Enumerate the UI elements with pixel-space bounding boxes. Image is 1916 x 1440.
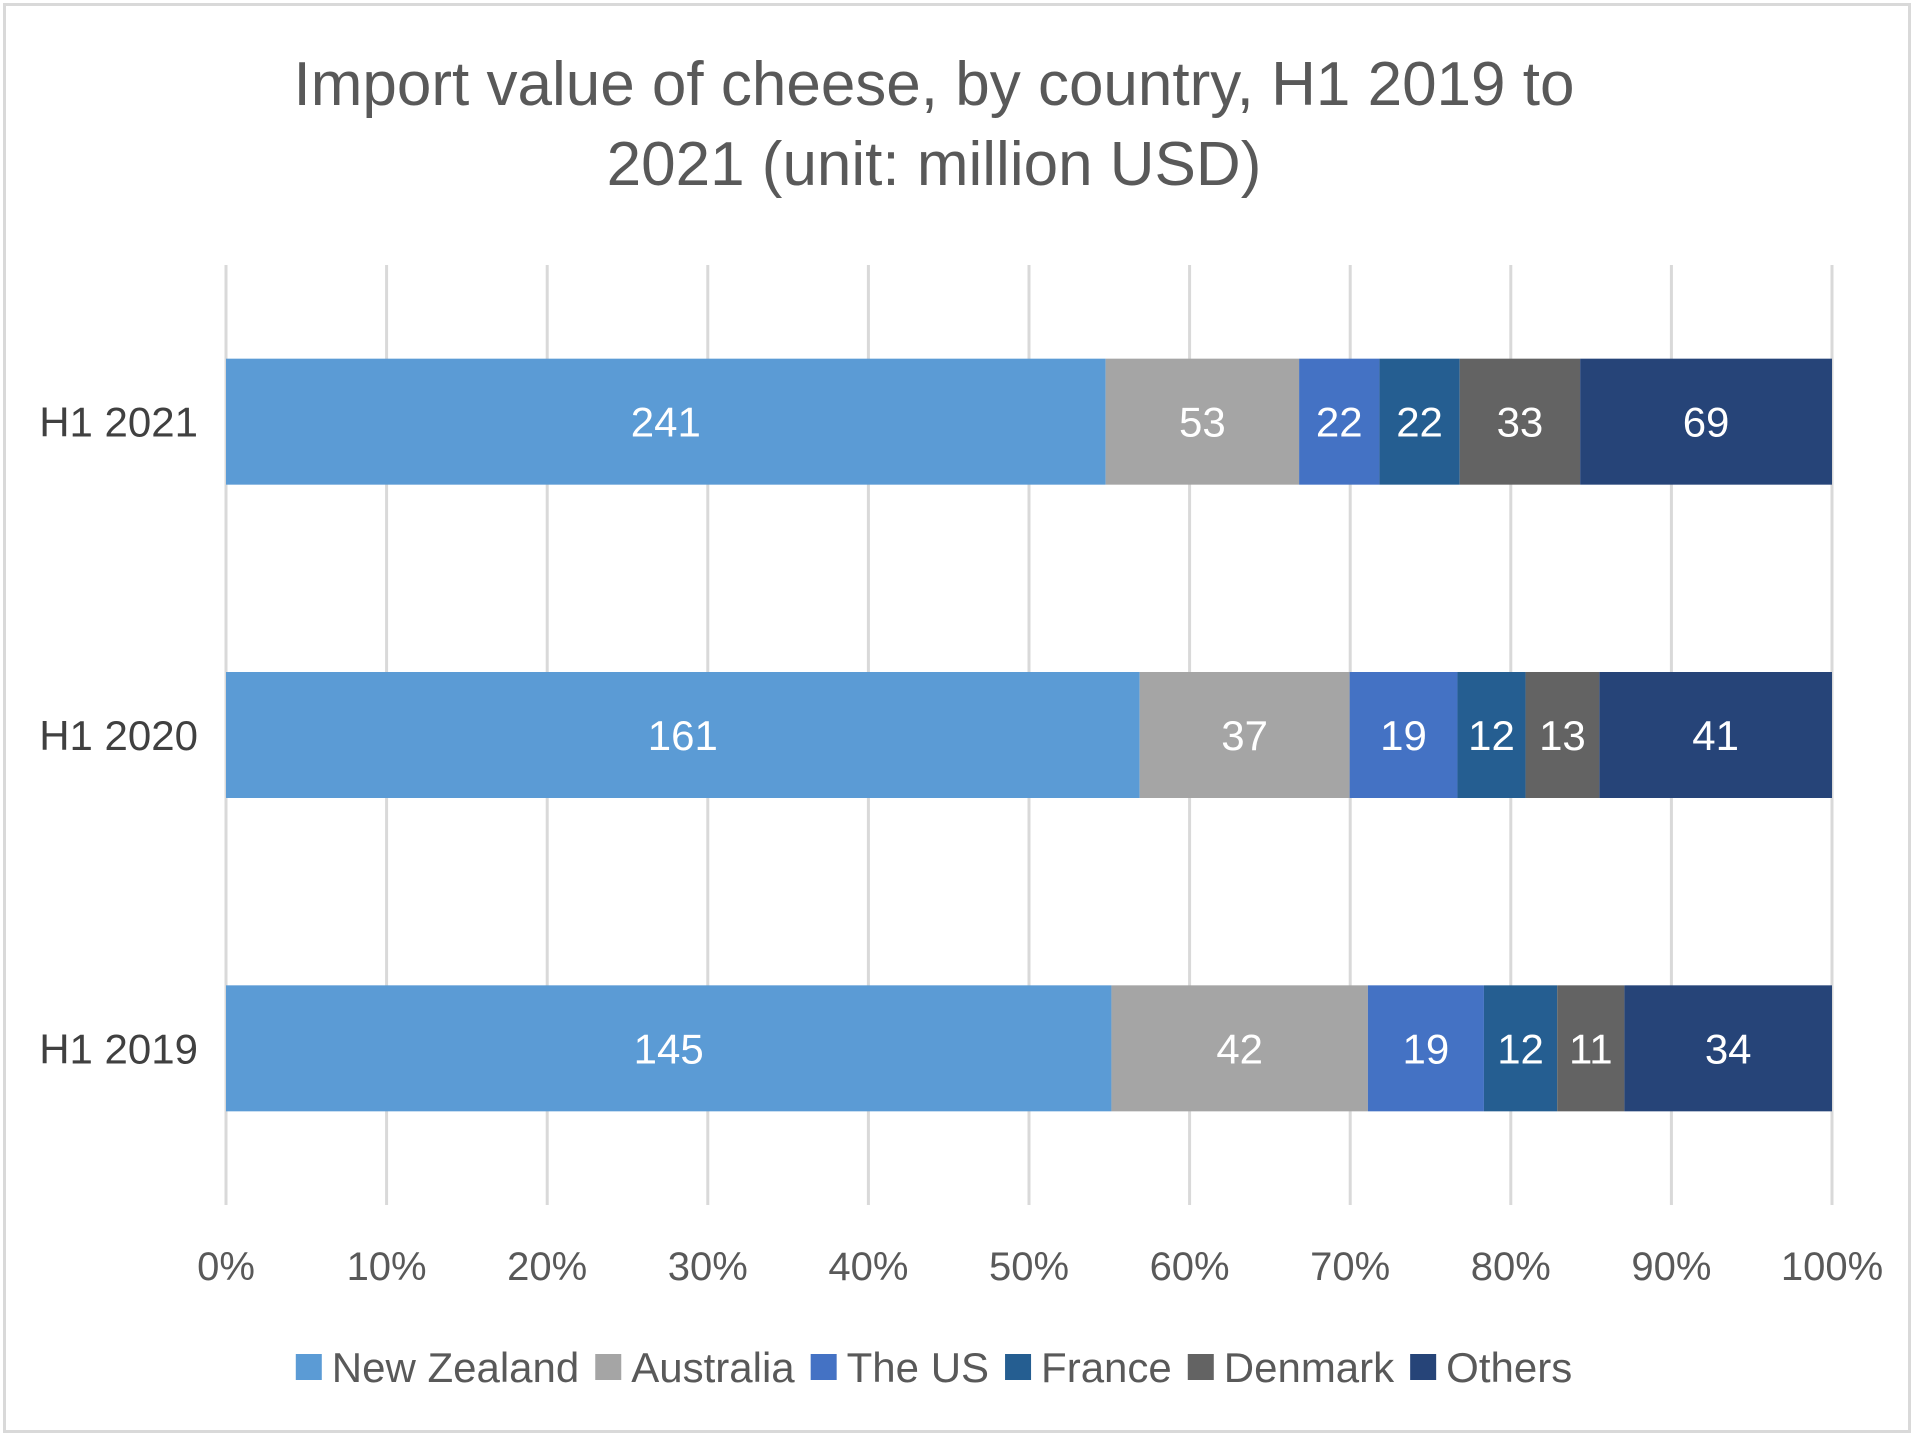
x-tick-label: 30% — [668, 1245, 748, 1289]
bar-segment-france — [1483, 985, 1558, 1112]
x-tick-label: 40% — [828, 1245, 908, 1289]
bar-segment-others — [1580, 358, 1832, 485]
bar-segment-others — [1599, 672, 1832, 798]
x-tick-label: 80% — [1471, 1245, 1551, 1289]
bar-segment-australia — [1105, 358, 1300, 485]
data-label: 19 — [1403, 1025, 1450, 1072]
chart-title-line: Import value of cheese, by country, H1 2… — [294, 50, 1575, 119]
data-label: 37 — [1221, 712, 1268, 759]
bar-segment-the-us — [1349, 672, 1458, 798]
bar-segment-the-us — [1367, 985, 1484, 1112]
data-label: 34 — [1705, 1025, 1752, 1072]
bar-segment-the-us — [1299, 358, 1380, 485]
legend-label: Others — [1446, 1344, 1572, 1391]
legend-swatch-others — [1410, 1354, 1437, 1380]
legend-swatch-new-zealand — [295, 1354, 322, 1380]
data-label: 33 — [1497, 399, 1544, 446]
bar-segment-denmark — [1525, 672, 1600, 798]
chart-title: Import value of cheese, by country, H1 2… — [294, 50, 1575, 199]
bar-segment-australia — [1139, 672, 1350, 798]
bar-segment-new-zealand — [226, 358, 1106, 485]
bars: 241 53 22 22 33 69 161 37 19 12 13 41 145 42 19 12 11 34 — [226, 358, 1832, 1112]
data-label: 22 — [1316, 399, 1363, 446]
data-label: 19 — [1380, 712, 1427, 759]
legend-swatch-australia — [595, 1354, 622, 1380]
data-label: 53 — [1179, 399, 1226, 446]
x-tick-label: 60% — [1150, 1245, 1230, 1289]
legend-label: Australia — [631, 1344, 795, 1391]
data-label: 13 — [1539, 712, 1586, 759]
category-label: H1 2020 — [39, 712, 198, 759]
x-tick-label: 0% — [197, 1245, 255, 1289]
data-label: 241 — [631, 399, 701, 446]
legend-label: France — [1041, 1344, 1172, 1391]
legend-swatch-denmark — [1187, 1354, 1214, 1380]
data-label: 41 — [1692, 712, 1739, 759]
x-tick-label: 90% — [1631, 1245, 1711, 1289]
legend-label: Denmark — [1224, 1344, 1395, 1391]
legend-label: The US — [847, 1344, 989, 1391]
x-tick-label: 20% — [507, 1245, 587, 1289]
data-label: 22 — [1396, 399, 1443, 446]
data-label: 69 — [1683, 399, 1730, 446]
data-label: 145 — [634, 1025, 704, 1072]
data-label: 12 — [1497, 1025, 1544, 1072]
category-label: H1 2021 — [39, 399, 198, 446]
category-label: H1 2019 — [39, 1025, 198, 1072]
bar-segment-france — [1457, 672, 1526, 798]
bar-segment-others — [1624, 985, 1832, 1112]
legend-swatch-france — [1005, 1354, 1032, 1380]
x-tick-label: 10% — [347, 1245, 427, 1289]
bar-segment-new-zealand — [226, 672, 1140, 798]
bar-segment-new-zealand — [226, 985, 1112, 1112]
bar-segment-denmark — [1557, 985, 1625, 1112]
x-tick-label: 70% — [1310, 1245, 1390, 1289]
legend-label: New Zealand — [332, 1344, 579, 1391]
data-label: 12 — [1468, 712, 1515, 759]
x-axis-ticks: 0% 10% 20% 30% 40% 50% 60% 70% 80% 90% 100% — [197, 1245, 1883, 1289]
legend-swatch-the-us — [810, 1354, 837, 1380]
x-tick-label: 100% — [1781, 1245, 1883, 1289]
category-labels: H1 2021 H1 2020 H1 2019 — [39, 399, 198, 1073]
bar-segment-australia — [1111, 985, 1368, 1112]
bar-segment-denmark — [1459, 358, 1581, 485]
bar-segment-france — [1379, 358, 1460, 485]
x-tick-label: 50% — [989, 1245, 1069, 1289]
data-label: 42 — [1216, 1025, 1263, 1072]
data-label: 11 — [1569, 1025, 1613, 1072]
data-label: 161 — [648, 712, 718, 759]
legend: New Zealand Australia The US France Denmark O… — [295, 1344, 1572, 1391]
chart-title-line: 2021 (unit: million USD) — [607, 130, 1262, 199]
